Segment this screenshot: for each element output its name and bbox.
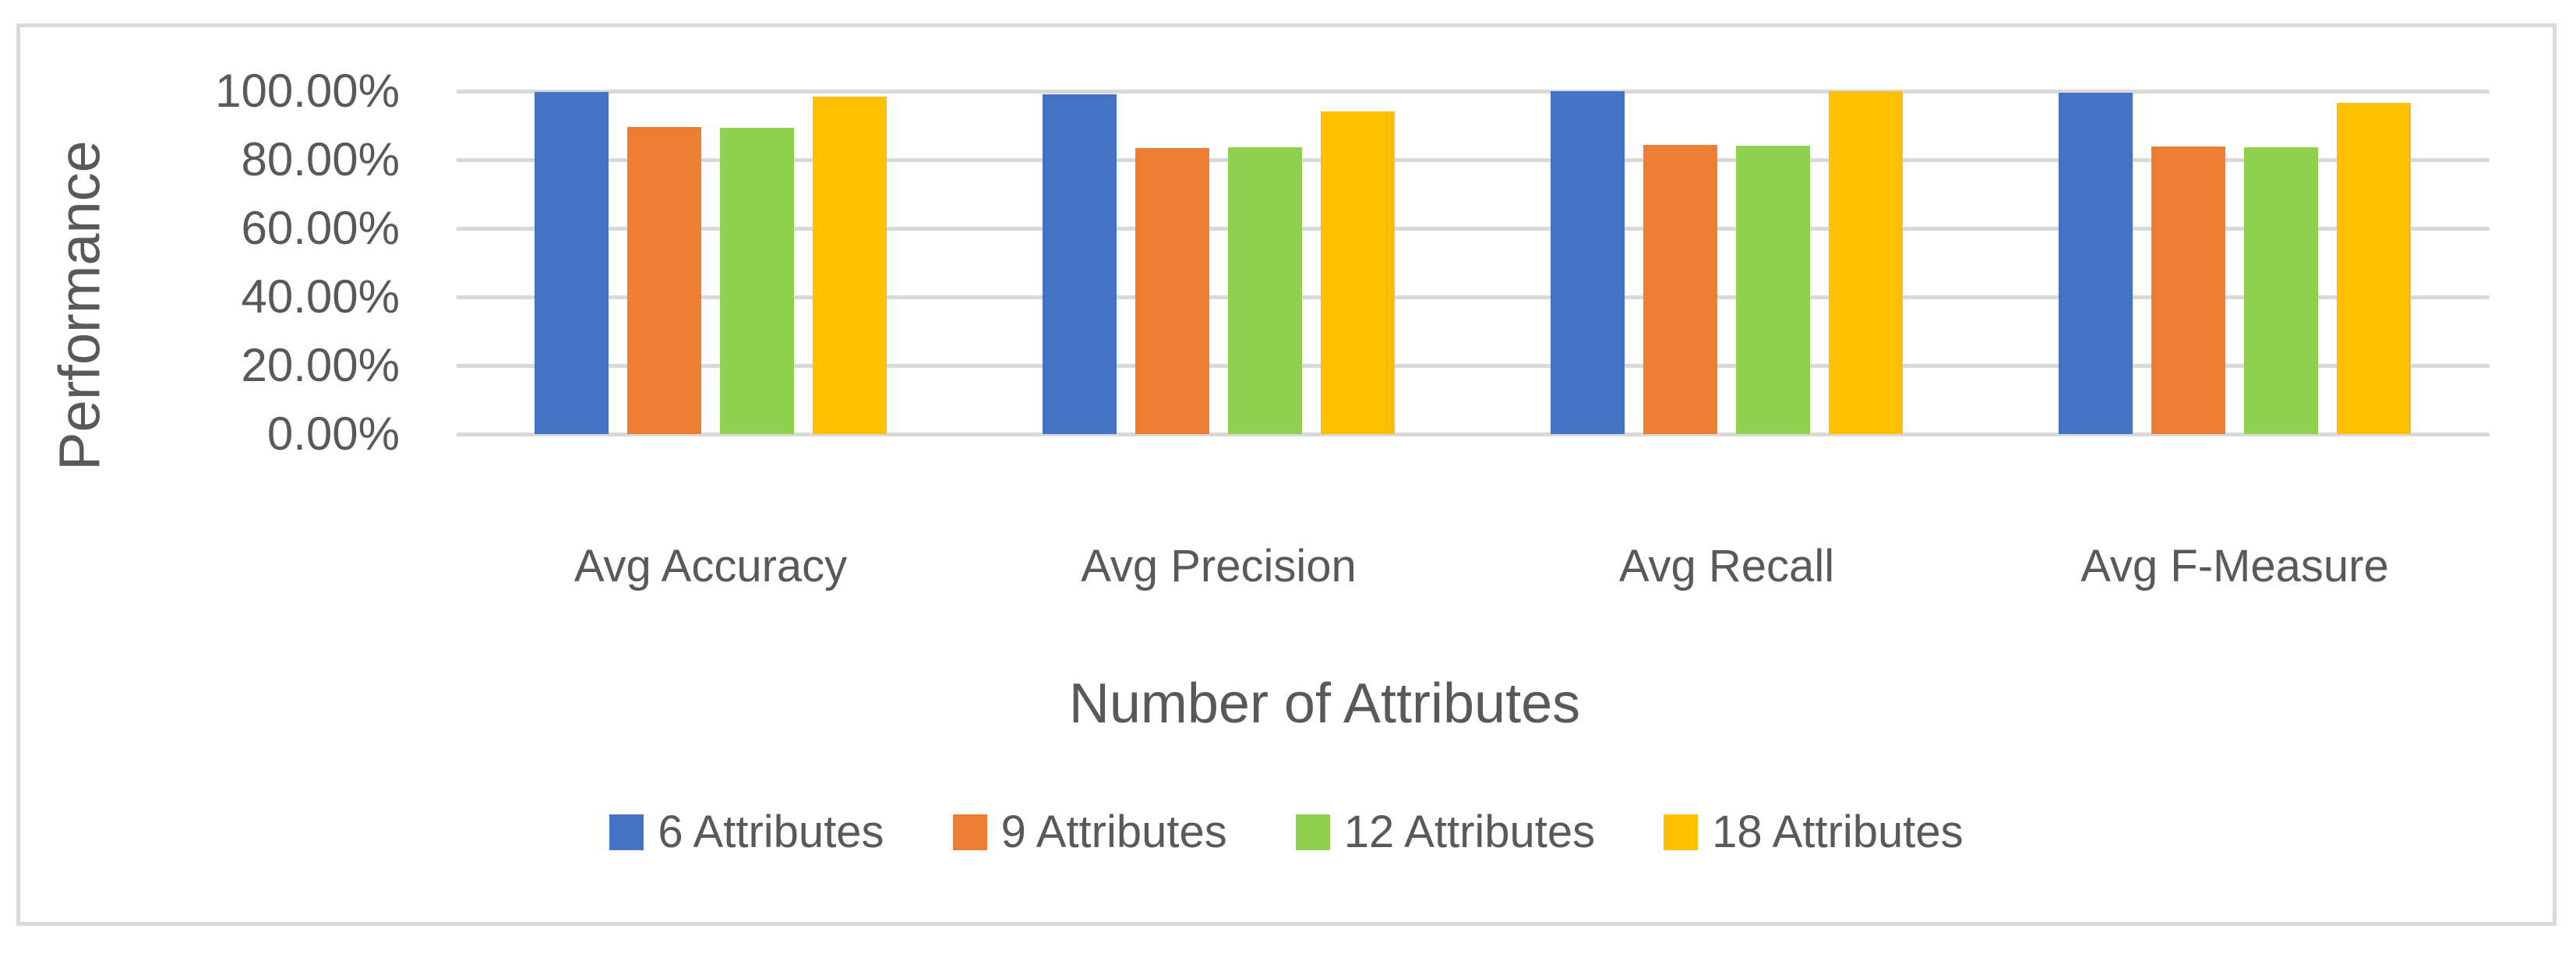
gridline: [457, 89, 2490, 94]
bar-9-attributes-avg-recall: [1643, 144, 1717, 434]
bar-6-attributes-avg-precision: [1043, 94, 1117, 434]
y-tick-label: 0.00%: [266, 408, 400, 460]
y-tick-label: 80.00%: [241, 133, 401, 185]
legend-item: 12 Attributes: [1295, 806, 1596, 858]
bar-18-attributes-avg-precision: [1321, 111, 1395, 434]
legend: 6 Attributes 9 Attributes 12 Attributes 18 …: [16, 806, 2557, 858]
legend-marker-icon: [952, 814, 987, 850]
y-tick-label: 40.00%: [241, 270, 401, 323]
category-label: Avg Precision: [1081, 541, 1357, 592]
bar-18-attributes-avg-recall: [1829, 91, 1903, 434]
y-tick-label: 20.00%: [241, 339, 401, 391]
bar-12-attributes-avg-recall: [1736, 146, 1810, 434]
category-label: Avg Accuracy: [573, 541, 848, 592]
legend-label: 18 Attributes: [1712, 807, 1964, 857]
legend-marker-icon: [1664, 814, 1699, 850]
bar-9-attributes-avg-f-measure: [2151, 146, 2225, 434]
category-label: Avg F-Measure: [2080, 541, 2389, 592]
category-label: Avg Recall: [1618, 541, 1835, 592]
bar-12-attributes-avg-f-measure: [2244, 147, 2318, 434]
y-tick-label: 60.00%: [241, 202, 401, 254]
gridline: [457, 157, 2490, 162]
gridline: [457, 226, 2490, 231]
legend-marker-icon: [1295, 814, 1330, 850]
legend-label: 6 Attributes: [658, 807, 884, 857]
bar-9-attributes-avg-precision: [1135, 148, 1209, 434]
gridline: [457, 295, 2490, 299]
legend-label: 12 Attributes: [1343, 807, 1596, 857]
legend-label: 9 Attributes: [1000, 807, 1227, 857]
y-tick-label: 100.00%: [215, 65, 400, 117]
x-axis-title: Number of Attributes: [1068, 673, 1581, 735]
legend-item: 9 Attributes: [952, 806, 1227, 858]
legend-item: 6 Attributes: [609, 806, 884, 858]
bar-6-attributes-avg-accuracy: [535, 91, 609, 434]
bar-12-attributes-avg-precision: [1228, 147, 1302, 434]
bar-6-attributes-avg-recall: [1551, 91, 1625, 434]
legend-marker-icon: [609, 814, 644, 850]
gridline: [457, 363, 2490, 368]
gridline: [457, 432, 2490, 436]
bar-9-attributes-avg-accuracy: [627, 127, 701, 434]
y-axis-title: Performance: [47, 140, 112, 471]
legend-item: 18 Attributes: [1664, 806, 1964, 858]
bar-18-attributes-avg-accuracy: [813, 97, 887, 434]
bar-6-attributes-avg-f-measure: [2059, 93, 2133, 434]
bar-12-attributes-avg-accuracy: [720, 127, 794, 434]
bar-18-attributes-avg-f-measure: [2337, 102, 2411, 434]
